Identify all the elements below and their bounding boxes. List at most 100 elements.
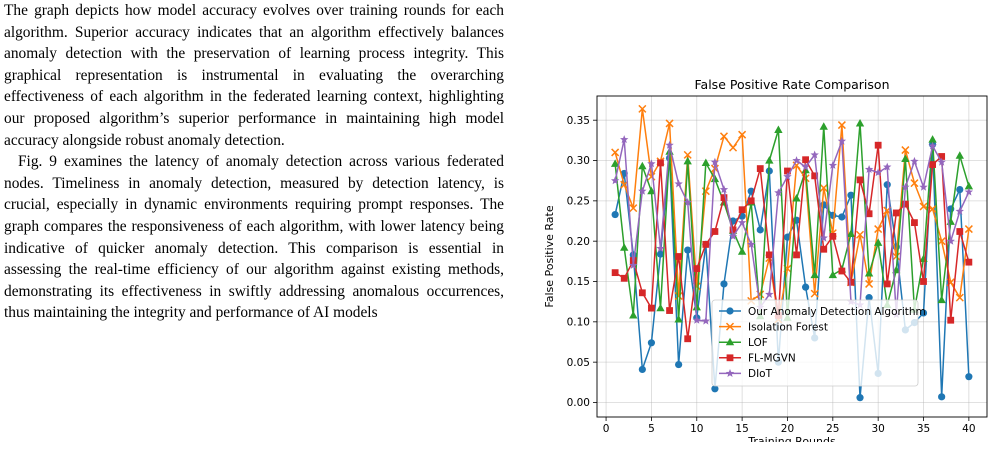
data-point <box>765 156 774 164</box>
series-line <box>614 122 970 321</box>
legend-item: Isolation Forest <box>719 321 828 333</box>
data-point <box>810 270 819 279</box>
data-point <box>828 160 837 169</box>
legend-label: LOF <box>748 337 768 349</box>
x-axis-label: Training Rounds <box>747 435 836 442</box>
data-point <box>855 230 865 239</box>
data-point <box>665 140 674 149</box>
data-point <box>620 274 628 282</box>
legend-marker <box>725 337 735 346</box>
legend-marker <box>725 322 735 331</box>
data-point <box>919 309 928 317</box>
legend-marker <box>726 354 734 362</box>
data-point <box>928 204 937 213</box>
data-point <box>765 251 773 259</box>
data-point <box>783 172 792 181</box>
data-point <box>737 247 747 255</box>
data-point <box>864 269 874 277</box>
data-point <box>920 278 927 285</box>
data-point <box>801 162 810 171</box>
data-point <box>865 294 873 302</box>
data-point <box>838 267 846 275</box>
data-point <box>638 161 647 170</box>
y-tick-label: 0.25 <box>567 195 590 207</box>
data-point <box>811 172 819 180</box>
data-point <box>683 156 692 165</box>
data-point <box>901 182 910 191</box>
data-point <box>838 213 846 221</box>
data-point <box>692 315 701 324</box>
data-point <box>747 197 755 205</box>
data-point <box>919 182 928 191</box>
data-point <box>657 159 664 167</box>
body-text-column: The graph depicts how model accuracy evo… <box>4 0 504 324</box>
data-point <box>955 151 964 159</box>
data-point <box>910 156 919 165</box>
legend-label: DIoT <box>748 368 773 380</box>
paragraph-latency: Fig. 9 examines the latency of anomaly d… <box>4 153 504 322</box>
data-point <box>656 244 665 252</box>
data-point <box>611 148 620 157</box>
data-point <box>611 269 619 277</box>
data-point <box>738 206 746 214</box>
data-point <box>901 200 909 208</box>
data-point <box>964 187 974 196</box>
data-point <box>638 186 647 195</box>
data-point <box>802 156 810 164</box>
data-point <box>938 153 946 160</box>
data-point <box>820 245 828 253</box>
data-point <box>728 231 738 240</box>
data-point <box>837 136 847 145</box>
legend-item: LOF <box>719 337 768 349</box>
data-point <box>829 232 837 240</box>
data-point <box>873 238 883 246</box>
x-tick-label: 20 <box>781 423 794 435</box>
data-point <box>837 121 846 130</box>
data-point <box>964 225 973 234</box>
y-tick-label: 0.05 <box>567 357 590 369</box>
data-point <box>802 283 810 291</box>
data-point <box>865 210 873 218</box>
data-point <box>737 218 747 227</box>
series-line <box>614 138 970 322</box>
data-point <box>674 179 683 188</box>
data-point <box>675 360 683 369</box>
data-point <box>910 179 919 188</box>
series-line <box>614 144 970 340</box>
data-point <box>666 307 673 314</box>
x-tick-label: 30 <box>871 423 884 435</box>
data-point <box>710 157 720 166</box>
data-point <box>683 150 692 159</box>
data-point <box>638 365 646 374</box>
data-point <box>792 194 801 202</box>
data-point <box>855 119 865 127</box>
data-point <box>711 385 719 393</box>
data-point <box>856 394 864 402</box>
chart-title: False Positive Rate Comparison <box>695 77 890 92</box>
data-point <box>620 243 629 251</box>
data-point <box>610 176 620 185</box>
data-point <box>956 228 964 235</box>
data-point <box>819 122 828 130</box>
data-point <box>611 210 619 219</box>
data-point <box>874 141 882 149</box>
data-point <box>692 302 701 311</box>
data-point <box>864 164 874 173</box>
data-point <box>656 303 665 312</box>
data-point <box>693 265 701 272</box>
data-point <box>911 219 918 227</box>
x-tick-label: 35 <box>917 423 930 435</box>
x-tick-label: 0 <box>603 423 610 435</box>
data-point <box>647 339 656 347</box>
false-positive-rate-chart: False Positive Rate Comparison 0 5 10 15 20 25… <box>543 77 988 442</box>
data-point <box>937 157 946 166</box>
chart-legend: Our Anomaly Detection Algorithm Isolation… <box>711 299 926 387</box>
x-tick-label: 5 <box>648 423 655 435</box>
data-point <box>938 393 946 401</box>
legend-label: Our Anomaly Detection Algorithm <box>748 306 926 318</box>
data-point <box>774 188 783 197</box>
data-point <box>747 240 756 248</box>
data-point <box>729 143 738 152</box>
x-tick-label: 15 <box>735 423 748 435</box>
data-point <box>729 226 737 234</box>
